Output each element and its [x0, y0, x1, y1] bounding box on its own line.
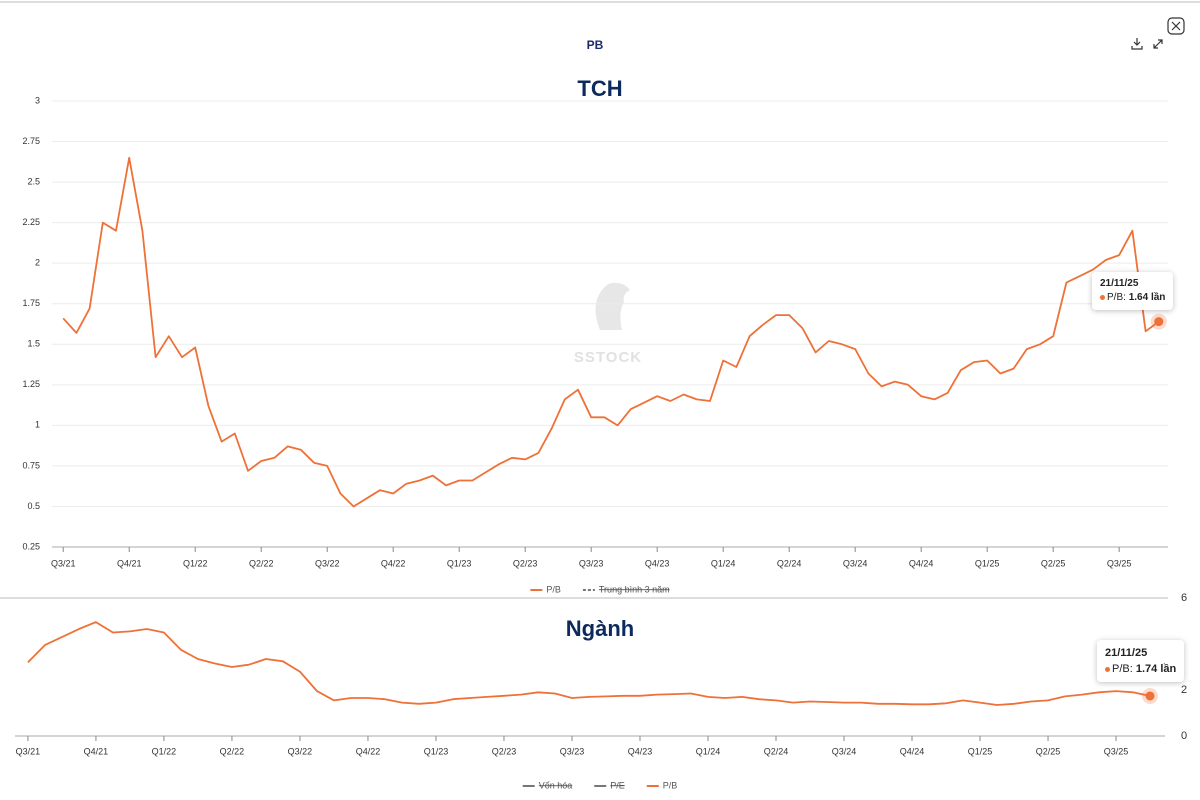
- series-line: [62, 156, 1160, 508]
- tooltip: 21/11/25 P/B: 1.64 lần: [1092, 272, 1174, 310]
- y-tick-label: 1.5: [27, 339, 40, 349]
- close-button[interactable]: [1167, 17, 1185, 35]
- tooltip-marker: [1145, 691, 1155, 701]
- y-tick-label: 0.75: [22, 460, 40, 470]
- download-button[interactable]: [1131, 38, 1143, 50]
- x-tick-label: Q4/22: [356, 746, 381, 756]
- x-tick-label: Q1/25: [975, 558, 1000, 568]
- y-tick-label: 2.25: [22, 217, 40, 227]
- x-tick-label: Q2/24: [777, 558, 802, 568]
- y-tick-label: 1.75: [22, 298, 40, 308]
- x-tick-label: Q2/25: [1041, 558, 1066, 568]
- x-tick-label: Q1/22: [183, 558, 208, 568]
- expand-button[interactable]: [1153, 39, 1163, 49]
- y-tick-label: 2: [1181, 684, 1187, 696]
- legend: P/B Trung bình 3 năm: [530, 584, 670, 594]
- x-tick-label: Q2/23: [513, 558, 538, 568]
- x-tick-label: Q4/24: [900, 746, 925, 756]
- x-tick-label: Q3/24: [843, 558, 868, 568]
- y-tick-label: 1: [35, 420, 40, 430]
- x-tick-label: Q1/24: [696, 746, 721, 756]
- legend-label: P/B: [663, 780, 678, 790]
- tooltip-unit: lần: [1150, 292, 1166, 303]
- chart-title: Ngành: [566, 616, 634, 641]
- x-tick-label: Q4/21: [117, 558, 142, 568]
- x-tick-label: Q3/23: [560, 746, 585, 756]
- legend-label: P/B: [546, 584, 561, 594]
- y-tick-label: 0.25: [22, 541, 40, 551]
- x-tick-label: Q3/24: [832, 746, 857, 756]
- y-tick-label: 2.75: [22, 136, 40, 146]
- x-tick-label: Q2/22: [249, 558, 274, 568]
- tooltip-date: 21/11/25: [1105, 647, 1148, 659]
- y-tick-label: 2: [35, 258, 40, 268]
- y-tick-label: 1.25: [22, 379, 40, 389]
- tooltip-unit: lần: [1160, 663, 1177, 675]
- x-tick-label: Q1/22: [152, 746, 177, 756]
- tooltip-marker: [1154, 317, 1164, 327]
- y-tick-label: 6: [1181, 592, 1187, 604]
- x-tick-label: Q2/23: [492, 746, 517, 756]
- legend-item[interactable]: P/B: [646, 780, 678, 790]
- legend-item[interactable]: P/B: [530, 584, 561, 594]
- x-tick-label: Q3/23: [579, 558, 604, 568]
- watermark-text: SSTOCK: [574, 349, 642, 366]
- x-tick-label: Q2/25: [1036, 746, 1061, 756]
- y-tick-label: 0.5: [27, 501, 40, 511]
- x-tick-label: Q1/23: [447, 558, 472, 568]
- tooltip-value: 1.74: [1135, 663, 1158, 675]
- tooltip-label: P/B:: [1107, 292, 1126, 303]
- x-tick-label: Q4/23: [628, 746, 653, 756]
- y-tick-label: 0: [1181, 730, 1187, 742]
- x-tick-label: Q3/22: [288, 746, 313, 756]
- legend-label: Vốn hóa: [539, 780, 573, 790]
- watermark: SSTOCK: [574, 282, 642, 366]
- x-tick-label: Q2/22: [220, 746, 245, 756]
- legend-item[interactable]: P/E: [594, 780, 625, 790]
- legend-label: Trung bình 3 năm: [599, 584, 670, 594]
- x-tick-label: Q1/23: [424, 746, 449, 756]
- tooltip: 21/11/25 P/B: 1.74 lần: [1097, 640, 1185, 682]
- x-tick-label: Q3/25: [1107, 558, 1132, 568]
- legend-item[interactable]: Trung bình 3 năm: [582, 584, 670, 594]
- tooltip-label: P/B:: [1112, 663, 1133, 675]
- x-tick-label: Q3/25: [1104, 746, 1129, 756]
- legend-label: P/E: [610, 780, 625, 790]
- legend: Vốn hóa P/E P/B: [522, 780, 678, 790]
- chart-title: TCH: [577, 76, 622, 101]
- x-tick-label: Q3/21: [51, 558, 76, 568]
- series-line: [27, 621, 1151, 706]
- y-tick-label: 3: [35, 95, 40, 105]
- x-tick-label: Q2/24: [764, 746, 789, 756]
- x-tick-label: Q3/21: [16, 746, 41, 756]
- tooltip-value: 1.64: [1128, 292, 1149, 303]
- x-tick-label: Q4/22: [381, 558, 406, 568]
- legend-item[interactable]: Vốn hóa: [522, 780, 573, 790]
- y-tick-label: 2.5: [27, 176, 40, 186]
- x-tick-label: Q1/24: [711, 558, 736, 568]
- page-title: PB: [587, 38, 604, 52]
- tooltip-date: 21/11/25: [1100, 278, 1139, 289]
- x-tick-label: Q3/22: [315, 558, 340, 568]
- x-tick-label: Q4/24: [909, 558, 934, 568]
- x-tick-label: Q4/21: [84, 746, 109, 756]
- x-tick-label: Q4/23: [645, 558, 670, 568]
- x-tick-label: Q1/25: [968, 746, 993, 756]
